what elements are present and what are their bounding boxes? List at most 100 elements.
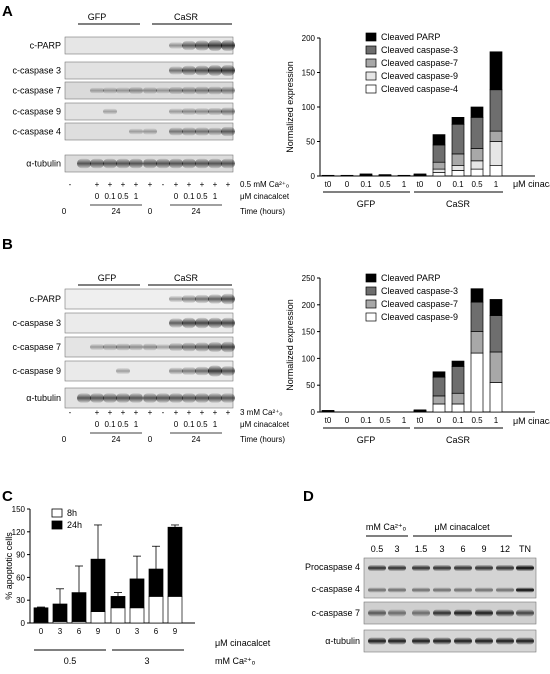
blot-row-label: c-caspase 7 xyxy=(12,86,61,96)
blot-row: α-tubulin xyxy=(26,387,235,409)
y-tick-label: 50 xyxy=(306,381,315,390)
bar-segment xyxy=(451,165,465,171)
y-tick-label: 0 xyxy=(311,408,316,417)
bar-segment xyxy=(470,168,484,177)
ca-mark: + xyxy=(95,408,100,417)
bar-segment xyxy=(148,568,164,597)
blot-row-label: c-PARP xyxy=(30,294,61,304)
blot-row-label: c-caspase 9 xyxy=(12,107,61,117)
y-tick-label: 150 xyxy=(302,328,316,337)
cinacalcet-mark: 1 xyxy=(213,420,218,429)
blot-row-label: c-caspase 7 xyxy=(311,608,360,618)
bar-segment xyxy=(110,607,126,624)
x-tick-label: t0 xyxy=(417,416,424,425)
blot-row-label: α-tubulin xyxy=(325,636,360,646)
blot-row-label: c-caspase 7 xyxy=(12,342,61,352)
blot-row: c-caspase 4 xyxy=(12,122,235,141)
bar-segment xyxy=(489,89,503,132)
group-label: CaSR xyxy=(446,199,471,209)
y-tick-label: 0 xyxy=(311,172,316,181)
bar-segment xyxy=(432,403,446,413)
x-unit-label: μM cinacalcet xyxy=(513,179,550,189)
blot-row-label: c-PARP xyxy=(30,41,61,51)
blot-d-cinacalcet-label: μM cinacalcet xyxy=(434,522,490,532)
group-label: GFP xyxy=(357,435,376,445)
ca-mark: + xyxy=(121,180,126,189)
legend-label: Cleaved caspase-4 xyxy=(381,84,458,94)
bar-segment xyxy=(413,409,427,411)
bar-segment xyxy=(432,134,446,146)
ca-mark: + xyxy=(134,408,139,417)
bar-segment xyxy=(489,315,503,353)
legend-label: Cleaved PARP xyxy=(381,273,440,283)
x-tick-label: 1 xyxy=(402,180,407,189)
blot-row-label: c-caspase 4 xyxy=(311,584,360,594)
legend-swatch xyxy=(365,286,377,296)
blot-row: c-PARP xyxy=(30,36,235,55)
bar-segment xyxy=(451,153,465,166)
bar-segment xyxy=(167,526,183,597)
bar-segment xyxy=(432,376,446,397)
x-tick-label: 0 xyxy=(116,627,121,636)
ca-mark: + xyxy=(95,180,100,189)
time-mark: 24 xyxy=(112,207,121,216)
blot-row: c-caspase 7 xyxy=(12,81,235,100)
legend-swatch xyxy=(51,508,63,518)
blot-a-group-casr: CaSR xyxy=(174,12,199,22)
bar-segment xyxy=(129,578,145,609)
ca-mark: + xyxy=(148,408,153,417)
blot-row: c-caspase 3 xyxy=(12,61,235,80)
chart-a: 0 50 100 150 200 Normalized expression t0 0 0.1 0… xyxy=(285,32,550,209)
legend-swatch xyxy=(365,84,377,94)
x-tick-label: 0.5 xyxy=(379,416,391,425)
y-tick-label: 100 xyxy=(302,103,316,112)
group-unit-label: mM Ca²⁺ₒ xyxy=(215,656,256,666)
bar-segment xyxy=(451,392,465,405)
y-tick-label: 150 xyxy=(12,505,26,514)
bar-segment xyxy=(489,382,503,413)
y-tick-label: 0 xyxy=(21,619,26,628)
x-tick-label: 1 xyxy=(402,416,407,425)
x-tick-label: 3 xyxy=(58,627,63,636)
blot-d-lane-label: 0.5 xyxy=(371,544,384,554)
panel-label-c: C xyxy=(2,488,13,505)
ca-mark: + xyxy=(213,180,218,189)
y-tick-label: 150 xyxy=(302,69,316,78)
legend-label: Cleaved caspase-9 xyxy=(381,312,458,322)
legend-label: Cleaved caspase-9 xyxy=(381,71,458,81)
time-mark: 0 xyxy=(62,435,67,444)
bar-segment xyxy=(167,596,183,624)
x-tick-label: 0 xyxy=(345,180,350,189)
ca-mark: + xyxy=(174,180,179,189)
panel-label-a: A xyxy=(2,3,13,20)
bar-segment xyxy=(470,288,484,303)
x-tick-label: 6 xyxy=(77,627,82,636)
bar-segment xyxy=(321,174,335,177)
ca-mark: + xyxy=(108,180,113,189)
ca-mark: + xyxy=(200,408,205,417)
bar-segment xyxy=(432,144,446,163)
y-tick-label: 50 xyxy=(306,138,315,147)
bar-segment xyxy=(432,172,446,177)
x-unit-label: μM cinacalcet xyxy=(513,416,550,426)
x-tick-label: 0.1 xyxy=(452,180,464,189)
ca-mark: + xyxy=(200,180,205,189)
cinacalcet-label: μM cinacalcet xyxy=(240,420,290,429)
legend-label: Cleaved caspase-3 xyxy=(381,45,458,55)
legend-swatch xyxy=(51,520,63,530)
bar-segment xyxy=(432,395,446,405)
time-label: Time (hours) xyxy=(240,435,285,444)
bar-segment xyxy=(489,141,503,166)
bar-segment xyxy=(451,360,465,367)
bar-segment xyxy=(148,596,164,624)
ca-mark: + xyxy=(226,408,231,417)
ca-mark: + xyxy=(121,408,126,417)
blot-row: c-caspase 3 xyxy=(12,312,235,334)
bar-segment xyxy=(397,174,411,177)
x-tick-label: 0.1 xyxy=(452,416,464,425)
ca-mark: + xyxy=(187,180,192,189)
bar-segment xyxy=(470,301,484,332)
cinacalcet-mark: 0 xyxy=(95,420,100,429)
blot-d-caspase7-box: c-caspase 7 xyxy=(311,601,537,625)
bar-segment xyxy=(340,174,354,177)
